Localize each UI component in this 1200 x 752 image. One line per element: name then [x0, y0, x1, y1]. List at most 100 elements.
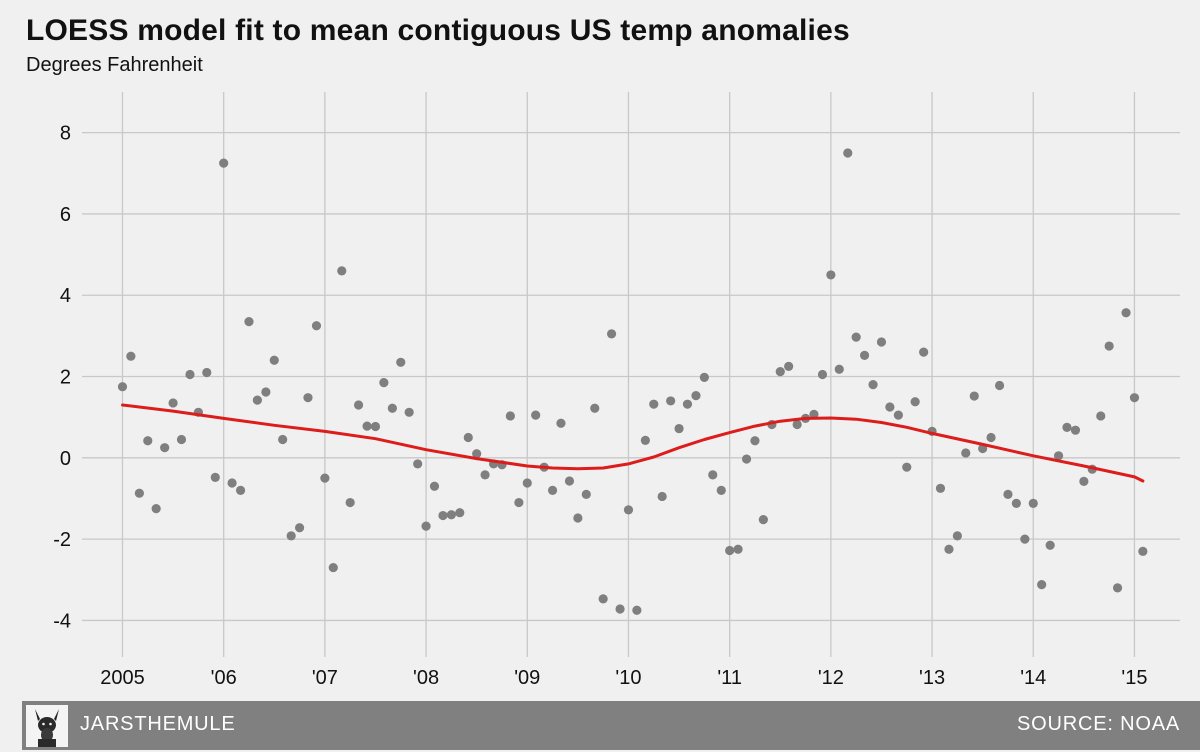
y-tick-label: -2: [53, 529, 71, 551]
data-point: [261, 387, 271, 397]
data-point: [741, 454, 752, 464]
data-point: [514, 497, 524, 508]
data-point: [1121, 308, 1131, 318]
data-point: [117, 382, 128, 392]
tick-labels: 2005 '06 '07 '08 '09 '10 '11 '12 '13 '14 '15 -4 -2 0 2…: [53, 123, 1147, 689]
data-point: [961, 448, 971, 458]
data-point: [615, 604, 625, 614]
data-point: [944, 544, 954, 554]
grid-lines: [82, 92, 1180, 657]
data-point: [311, 321, 322, 331]
y-tick-label: 0: [60, 448, 71, 470]
loess-fit-line: [121, 403, 1145, 483]
data-point: [1129, 393, 1140, 403]
data-point: [564, 476, 575, 486]
data-point: [404, 407, 414, 417]
x-tick-label: '15: [1121, 667, 1147, 689]
data-point: [893, 410, 903, 420]
loess-line-group: [121, 403, 1145, 483]
data-point: [505, 411, 515, 421]
data-point: [649, 399, 659, 409]
data-point: [708, 470, 718, 480]
data-point: [834, 364, 844, 374]
data-point: [969, 391, 979, 401]
data-point: [725, 545, 735, 556]
x-tick-label: '06: [211, 667, 237, 689]
data-points: [117, 148, 1148, 615]
data-point: [758, 515, 768, 525]
data-point: [1037, 580, 1047, 590]
data-point: [843, 148, 853, 158]
data-point: [328, 562, 338, 573]
data-point: [581, 489, 591, 500]
source-credit: SOURCE: NOAA: [1017, 713, 1180, 735]
data-point: [438, 510, 448, 521]
data-point: [472, 449, 482, 459]
data-point: [666, 396, 676, 406]
data-point: [547, 485, 558, 495]
chart-subtitle: Degrees Fahrenheit: [26, 54, 203, 76]
data-point: [1096, 411, 1106, 421]
data-point: [935, 483, 946, 493]
data-point: [632, 605, 642, 615]
data-point: [859, 350, 870, 360]
data-point: [1053, 451, 1064, 461]
data-point: [716, 485, 726, 495]
data-point: [446, 510, 456, 520]
data-point: [269, 355, 279, 365]
data-point: [986, 432, 996, 443]
y-tick-label: 6: [60, 204, 71, 226]
data-point: [952, 531, 962, 541]
data-point: [1104, 341, 1114, 351]
data-point: [910, 397, 920, 407]
data-point: [210, 472, 220, 482]
data-point: [1079, 476, 1089, 487]
data-point: [876, 337, 887, 347]
data-point: [219, 158, 229, 168]
data-point: [185, 369, 195, 380]
chart-canvas: 2005 '06 '07 '08 '09 '10 '11 '12 '13 '14 '15 -4 -2 0 2…: [53, 92, 1180, 689]
data-point: [202, 367, 212, 378]
data-point: [590, 403, 600, 413]
data-point: [573, 513, 583, 523]
data-point: [303, 393, 313, 403]
data-point: [379, 378, 389, 388]
data-point: [1028, 498, 1038, 508]
data-point: [750, 436, 760, 446]
data-point: [623, 505, 634, 515]
data-point: [817, 369, 828, 380]
data-point: [1062, 422, 1072, 432]
data-point: [826, 270, 836, 280]
chart-title: LOESS model fit to mean contiguous US te…: [26, 14, 850, 47]
data-point: [455, 508, 465, 518]
x-tick-label: '08: [413, 667, 439, 689]
data-point: [784, 361, 794, 371]
data-point: [556, 418, 566, 428]
data-point: [851, 332, 861, 342]
data-point: [1112, 583, 1123, 593]
data-point: [902, 462, 912, 472]
y-tick-label: -4: [53, 610, 71, 632]
data-point: [1003, 489, 1013, 500]
y-tick-label: 8: [60, 123, 71, 145]
data-point: [286, 531, 296, 541]
data-point: [480, 470, 490, 480]
mule-logo-icon: [26, 705, 68, 747]
x-tick-label: '13: [919, 667, 945, 689]
data-point: [244, 317, 254, 327]
x-tick-label: '07: [312, 667, 338, 689]
x-tick-label: '12: [818, 667, 844, 689]
data-point: [337, 266, 347, 276]
x-tick-label: '09: [514, 667, 540, 689]
data-point: [699, 372, 709, 382]
data-point: [792, 419, 802, 430]
y-tick-label: 2: [60, 367, 71, 389]
data-point: [227, 478, 237, 488]
data-point: [1020, 534, 1030, 544]
x-tick-label: '11: [717, 667, 742, 689]
data-point: [362, 421, 372, 431]
data-point: [598, 594, 608, 604]
data-point: [885, 402, 895, 412]
data-point: [396, 357, 406, 367]
data-point: [168, 398, 178, 408]
